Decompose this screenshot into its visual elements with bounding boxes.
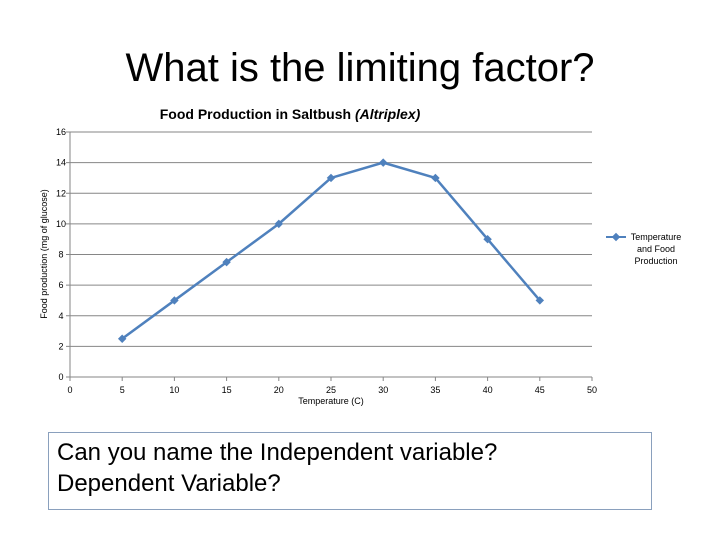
slide-title: What is the limiting factor? [125,46,595,90]
legend-label-line-3: Production [634,256,677,266]
y-tick-label-3: 6 [58,280,63,290]
y-axis-title: Food production (mg of glucose) [39,189,49,319]
legend: Temperature and Food Production [606,232,681,266]
line-chart: Food Production in Saltbush (Altriplex) … [39,106,681,406]
y-tick-label-8: 16 [56,127,66,137]
data-point-5 [378,158,388,167]
y-tick-label-6: 12 [56,188,66,198]
y-tick-label-7: 14 [56,158,66,168]
x-tick-label-0: 0 [67,385,72,395]
data-point-8 [535,296,545,305]
legend-label-line-1: Temperature [631,232,682,242]
data-point-4 [326,173,336,183]
x-tick-label-8: 40 [483,385,493,395]
question-box: Can you name the Independent variable? D… [48,432,652,510]
data-point-6 [431,173,440,183]
x-tick-label-7: 35 [430,385,440,395]
data-point-2 [222,257,231,267]
legend-diamond-marker [611,232,621,242]
y-tick-label-1: 2 [58,341,63,351]
data-point-1 [170,296,179,305]
data-point-7 [483,234,492,244]
x-axis-title: Temperature (C) [298,396,364,406]
series-line-0 [121,161,541,340]
data-point-0 [117,334,127,343]
x-tick-label-6: 30 [378,385,388,395]
data-point-3 [274,219,284,229]
y-tick-label-2: 4 [58,311,63,321]
x-tick-label-10: 50 [587,385,597,395]
x-tick-label-1: 5 [120,385,125,395]
legend-label-line-2: and Food [637,244,675,254]
y-tick-label-4: 8 [58,250,63,260]
chart-title-main: Food Production in Saltbush [160,106,355,122]
x-tick-label-4: 20 [274,385,284,395]
chart-title-species: (Altriplex) [355,106,421,122]
x-tick-label-2: 10 [169,385,179,395]
question-line-1: Can you name the Independent variable? [57,439,498,466]
y-tick-label-5: 10 [56,219,66,229]
y-tick-label-0: 0 [58,372,63,382]
chart-title: Food Production in Saltbush (Altriplex) [160,106,421,122]
x-tick-label-5: 25 [326,385,336,395]
y-axis-ticks: 0 2 4 6 8 10 12 14 16 [56,127,70,382]
question-line-2: Dependent Variable? [57,470,281,497]
series-temperature-food-production [117,158,545,343]
x-tick-label-9: 45 [535,385,545,395]
x-axis-ticks: 0 5 10 15 20 25 30 35 40 45 50 [67,377,597,395]
gridlines [70,131,592,347]
x-tick-label-3: 15 [222,385,232,395]
